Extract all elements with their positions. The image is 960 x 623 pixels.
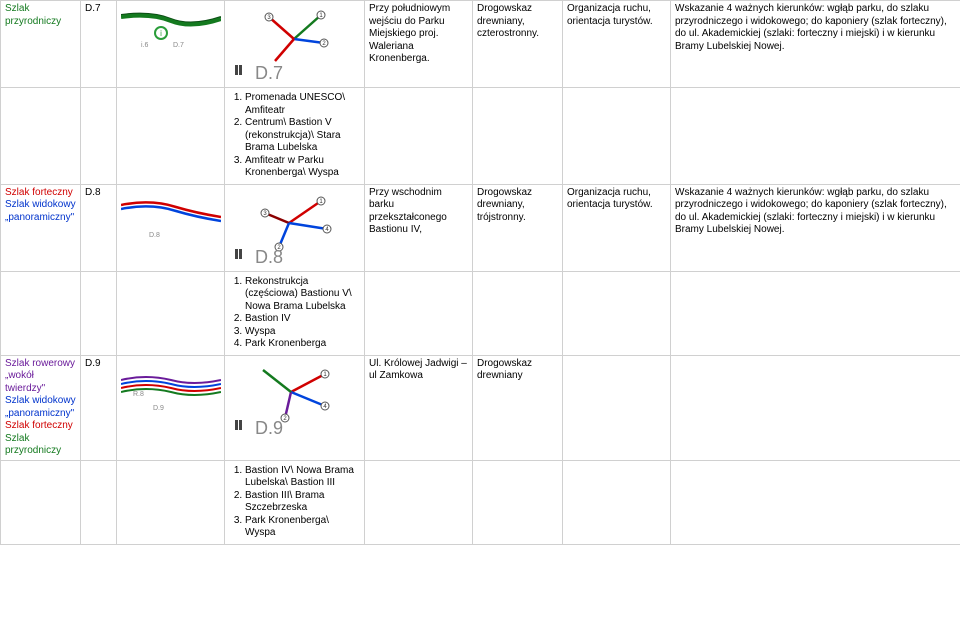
diagram-d9-label: D.9 <box>255 418 283 438</box>
thumb-d9-small-a: R.8 <box>133 391 144 398</box>
list-item: Wyspa <box>245 326 360 339</box>
list-item: Park Kronenberga <box>245 338 360 351</box>
row-d8: Szlak fortecznySzlak widokowy „panoramic… <box>1 184 960 271</box>
list-item: Rekonstrukcja (częściowa) Bastionu V\ No… <box>245 276 360 314</box>
code-d7: D.7 <box>81 1 117 88</box>
dir-d7: Wskazanie 4 ważnych kierunków: wgłąb par… <box>671 1 960 88</box>
desc-d7: Przy południowym wejściu do Parku Miejsk… <box>365 1 473 88</box>
thumb-d9-small-b: D.9 <box>153 405 164 412</box>
trail-d9: Szlak rowerowy „wokół twierdzy"Szlak wid… <box>1 355 81 460</box>
org-d7: Organizacja ruchu, orientacja turystów. <box>563 1 671 88</box>
sign-d8: Drogowskaz drewniany, trójstronny. <box>473 184 563 271</box>
list-d7: Promenada UNESCO\ AmfiteatrCentrum\ Bast… <box>231 92 360 180</box>
list-d7-cell: Promenada UNESCO\ AmfiteatrCentrum\ Bast… <box>225 88 365 185</box>
list-item: Bastion IV\ Nowa Brama Lubelska\ Bastion… <box>245 465 360 490</box>
list-d8: Rekonstrukcja (częściowa) Bastionu V\ No… <box>231 276 360 351</box>
trail-d8-text: Szlak fortecznySzlak widokowy „panoramic… <box>5 187 76 223</box>
thumb-d7-svg: i i.6 D.7 <box>121 3 221 61</box>
row-d8-list: Rekonstrukcja (częściowa) Bastionu V\ No… <box>1 271 960 355</box>
code-d9: D.9 <box>81 355 117 460</box>
row-d7: Szlak przyrodniczy D.7 i i.6 D.7 1 2 3 <box>1 1 960 88</box>
thumb-d9-svg: R.8 D.9 <box>121 358 221 416</box>
sign-d7: Drogowskaz drewniany, czterostronny. <box>473 1 563 88</box>
list-d8-cell: Rekonstrukcja (częściowa) Bastionu V\ No… <box>225 271 365 355</box>
diagram-d9-svg: 1 4 2 D.9 <box>229 358 359 440</box>
thumb-d8: D.8 <box>117 184 225 271</box>
desc-d8: Przy wschodnim barku przekształconego Ba… <box>365 184 473 271</box>
svg-text:i: i <box>160 29 162 38</box>
diagram-d7-svg: 1 2 3 D.7 <box>229 3 359 85</box>
thumb-d7-small-b: D.7 <box>173 42 184 49</box>
row-d7-list: Promenada UNESCO\ AmfiteatrCentrum\ Bast… <box>1 88 960 185</box>
row-d9-list: Bastion IV\ Nowa Brama Lubelska\ Bastion… <box>1 460 960 544</box>
list-item: Amfiteatr w Parku Kronenberga\ Wyspa <box>245 155 360 180</box>
thumb-d7-small-a: i.6 <box>141 42 149 49</box>
list-item: Bastion IV <box>245 313 360 326</box>
diagram-d9: 1 4 2 D.9 <box>225 355 365 460</box>
trail-d8: Szlak fortecznySzlak widokowy „panoramic… <box>1 184 81 271</box>
list-item: Park Kronenberga\ Wyspa <box>245 515 360 540</box>
list-item: Bastion III\ Brama Szczebrzeska <box>245 490 360 515</box>
thumb-d8-svg: D.8 <box>121 187 221 245</box>
thumb-d8-small-b: D.8 <box>149 232 160 239</box>
diagram-d8-svg: 1 4 3 2 D.8 <box>229 187 359 269</box>
trail-d7-text: Szlak przyrodniczy <box>5 3 61 27</box>
row-d9: Szlak rowerowy „wokół twierdzy"Szlak wid… <box>1 355 960 460</box>
sign-d9: Drogowskaz drewniany <box>473 355 563 460</box>
thumb-d9: R.8 D.9 <box>117 355 225 460</box>
thumb-d7: i i.6 D.7 <box>117 1 225 88</box>
org-d8: Organizacja ruchu, orientacja turystów. <box>563 184 671 271</box>
dir-d8: Wskazanie 4 ważnych kierunków: wgłąb par… <box>671 184 960 271</box>
list-d9: Bastion IV\ Nowa Brama Lubelska\ Bastion… <box>231 465 360 540</box>
code-d8: D.8 <box>81 184 117 271</box>
signpost-table: Szlak przyrodniczy D.7 i i.6 D.7 1 2 3 <box>0 0 960 545</box>
diagram-d8-label: D.8 <box>255 247 283 267</box>
trail-d7: Szlak przyrodniczy <box>1 1 81 88</box>
list-item: Centrum\ Bastion V (rekonstrukcja)\ Star… <box>245 117 360 155</box>
diagram-d8: 1 4 3 2 D.8 <box>225 184 365 271</box>
diagram-d7: 1 2 3 D.7 <box>225 1 365 88</box>
list-d9-cell: Bastion IV\ Nowa Brama Lubelska\ Bastion… <box>225 460 365 544</box>
list-item: Promenada UNESCO\ Amfiteatr <box>245 92 360 117</box>
diagram-d7-label: D.7 <box>255 63 283 83</box>
desc-d9: Ul. Królowej Jadwigi – ul Zamkowa <box>365 355 473 460</box>
trail-d9-text: Szlak rowerowy „wokół twierdzy"Szlak wid… <box>5 358 76 457</box>
